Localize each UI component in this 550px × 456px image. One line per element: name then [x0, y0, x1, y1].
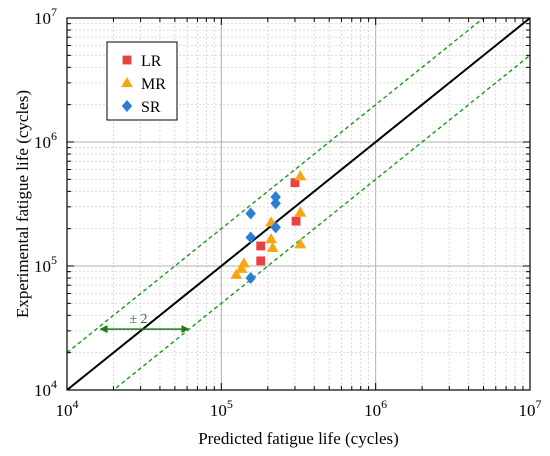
scatter-band-label: ± 2: [129, 312, 147, 327]
data-point-sr: [270, 191, 281, 203]
x-tick-label: 105: [210, 397, 233, 420]
legend-label: LR: [141, 53, 162, 70]
data-point-sr: [245, 231, 256, 244]
y-tick-label: 104: [34, 377, 57, 400]
y-tick-label: 106: [34, 129, 57, 152]
data-point-sr: [245, 272, 256, 284]
legend-item-mr: MR: [121, 76, 166, 93]
legend-label: SR: [141, 99, 161, 116]
data-point-lr: [256, 241, 266, 251]
x-tick-label: 104: [56, 397, 79, 420]
legend-item-sr: SR: [121, 99, 161, 116]
data-point-lr: [291, 216, 301, 226]
legend-marker-sr: [121, 100, 133, 112]
legend-marker-lr: [122, 55, 132, 65]
data-point-lr: [290, 178, 300, 188]
x-tick-label: 107: [519, 397, 542, 420]
y-tick-label: 107: [34, 5, 57, 28]
data-point-mr: [237, 257, 250, 268]
data-point-mr: [294, 238, 307, 249]
data-point-mr: [230, 268, 243, 279]
scatter-band-annotation: ± 2: [99, 312, 190, 334]
y-tick-label: 105: [34, 253, 57, 276]
x-tick-label: 106: [364, 397, 387, 420]
plot-frame: [66, 17, 531, 391]
legend-label: MR: [141, 76, 166, 93]
legend: LR MR SR: [106, 41, 178, 121]
data-point-mr: [294, 170, 307, 181]
data-point-sr: [270, 221, 281, 234]
legend-item-lr: LR: [122, 53, 162, 70]
data-point-mr: [265, 233, 278, 244]
x-axis-title: Predicted fatigue life (cycles): [198, 429, 399, 448]
data-point-sr: [245, 207, 256, 220]
data-point-mr: [294, 206, 307, 217]
data-point-lr: [256, 256, 266, 266]
data-point-mr: [266, 241, 279, 253]
axis-ticks: 104 105 106 107 104 105 106 107: [34, 5, 542, 420]
data-point-sr: [270, 197, 281, 210]
legend-marker-mr: [121, 77, 133, 88]
data-points: [230, 170, 307, 284]
band-upper-line: [67, 18, 485, 354]
data-point-mr: [235, 262, 248, 273]
y-axis-title: Experimental fatigue life (cycles): [13, 90, 32, 318]
legend-box: [106, 41, 178, 121]
